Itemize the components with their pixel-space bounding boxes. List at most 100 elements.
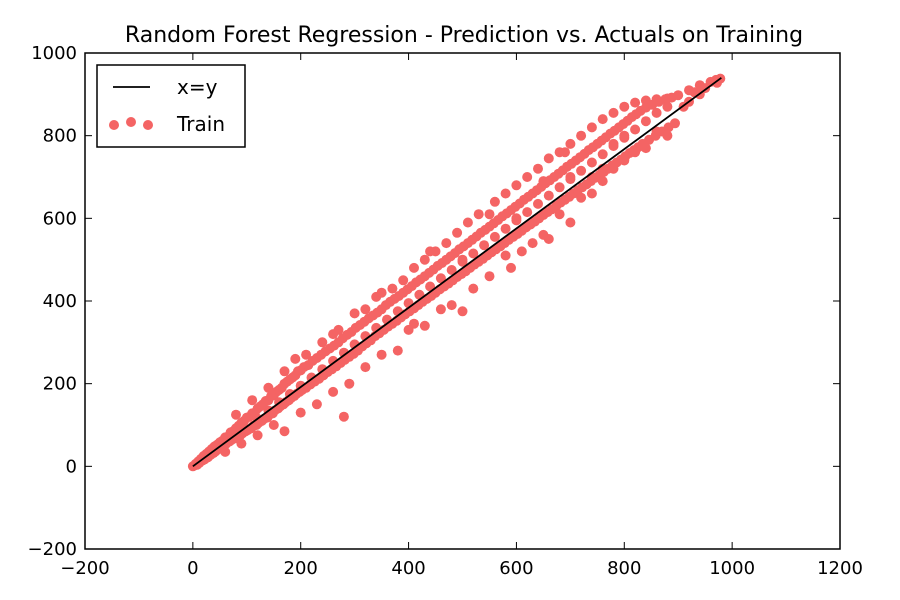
train-point-346: [317, 337, 328, 348]
train-point-300: [220, 446, 231, 457]
train-point-297: [640, 116, 651, 127]
train-point-353: [398, 275, 409, 286]
train-point-321: [500, 250, 511, 261]
x-tick-label: 0: [187, 558, 198, 579]
train-point-332: [608, 163, 619, 174]
train-point-323: [516, 246, 527, 257]
train-point-269: [338, 347, 349, 358]
train-point-292: [586, 157, 597, 168]
chart-title: Random Forest Regression - Prediction vs…: [125, 23, 803, 48]
x-tick-label: 200: [284, 558, 318, 579]
train-point-327: [554, 209, 565, 220]
train-point-365: [533, 163, 543, 174]
train-point-371: [597, 114, 608, 125]
train-point-310: [360, 362, 371, 373]
train-point-385: [538, 176, 549, 187]
train-point-350: [360, 304, 371, 315]
train-point-267: [317, 364, 328, 375]
train-point-312: [392, 345, 403, 356]
legend-label-train: Train: [176, 112, 225, 136]
reference-line: [192, 77, 722, 468]
train-point-278: [435, 273, 446, 284]
train-point-322: [506, 262, 516, 273]
train-point-352: [387, 283, 398, 294]
train-point-331: [597, 176, 608, 187]
train-point-283: [489, 231, 500, 242]
train-point-296: [630, 124, 641, 135]
train-point-268: [328, 355, 339, 366]
train-point-308: [338, 411, 349, 422]
train-point-363: [511, 180, 522, 191]
train-point-306: [311, 399, 322, 410]
train-point-369: [576, 130, 587, 141]
y-tick-label: 600: [43, 208, 77, 229]
train-point-281: [468, 248, 479, 259]
train-point-329: [576, 192, 587, 203]
train-point-355: [419, 254, 430, 265]
train-point-342: [263, 382, 274, 393]
train-point-304: [279, 426, 290, 437]
train-point-382: [565, 172, 576, 182]
legend-label-line: x=y: [177, 75, 218, 99]
train-point-324: [527, 238, 538, 249]
train-point-360: [473, 209, 484, 220]
x-equals-y-line: [192, 77, 722, 468]
axis-ticks: −200 0 200 400 600 800 1000 1200 −200 0 200 400 600 8…: [28, 43, 863, 579]
train-point-249: [670, 118, 680, 129]
train-point-284: [500, 223, 511, 234]
train-point-384: [457, 254, 468, 265]
train-point-289: [554, 182, 565, 193]
train-point-279: [446, 265, 457, 275]
train-point-288: [543, 190, 554, 201]
train-point-303: [268, 420, 279, 430]
train-point-388: [430, 246, 441, 257]
train-point-301: [236, 438, 247, 449]
train-point-359: [462, 217, 473, 228]
train-point-286: [522, 207, 533, 218]
train-point-344: [290, 353, 301, 364]
train-point-287: [533, 198, 543, 209]
train-point-259: [712, 77, 722, 88]
train-point-383: [511, 213, 522, 224]
train-point-387: [484, 209, 495, 220]
train-point-341: [247, 395, 258, 406]
legend-train-swatch: [109, 120, 119, 130]
train-point-307: [328, 386, 339, 397]
train-point-349: [349, 308, 360, 319]
legend-train-swatch: [126, 117, 136, 127]
train-point-317: [446, 300, 457, 311]
train-point-375: [640, 95, 651, 106]
train-point-302: [252, 430, 263, 441]
train-point-377: [662, 93, 673, 104]
train-point-299: [662, 101, 673, 112]
train-point-337: [662, 130, 673, 141]
train-point-333: [619, 155, 630, 166]
train-point-336: [651, 126, 662, 137]
train-point-386: [560, 147, 570, 158]
train-point-316: [435, 304, 446, 315]
train-point-309: [344, 378, 355, 389]
train-point-361: [489, 196, 500, 207]
train-point-366: [543, 153, 554, 164]
train-point-270: [349, 339, 360, 350]
train-point-343: [279, 366, 290, 377]
train-point-311: [376, 349, 387, 360]
x-tick-label: 800: [607, 558, 641, 579]
train-point-358: [452, 227, 463, 238]
y-tick-label: −200: [28, 539, 77, 560]
train-point-305: [295, 407, 306, 418]
train-point-373: [619, 101, 630, 112]
legend: x=y Train: [96, 64, 246, 148]
x-tick-label: 600: [499, 558, 533, 579]
train-point-357: [441, 238, 452, 249]
train-point-348: [333, 324, 344, 335]
x-tick-label: −200: [60, 558, 109, 579]
train-point-334: [630, 147, 641, 158]
train-point-374: [630, 97, 641, 108]
train-point-380: [608, 138, 619, 149]
train-point-368: [565, 138, 576, 149]
train-point-340: [231, 409, 241, 420]
train-point-328: [565, 217, 576, 228]
x-tick-label: 400: [391, 558, 425, 579]
